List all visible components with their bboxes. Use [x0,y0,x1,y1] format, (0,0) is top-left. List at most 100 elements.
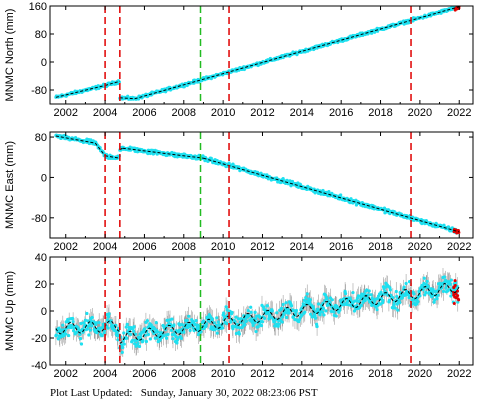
x-tick-label: 2014 [290,107,314,119]
data-point [424,290,428,295]
plot-area [54,257,461,365]
data-point [64,332,68,336]
data-point [275,311,279,315]
data-point [83,318,88,322]
data-point [169,328,174,333]
x-tick-label: 2002 [53,368,77,380]
data-point [277,322,281,326]
data-point [294,308,299,313]
data-point [100,334,104,338]
outlier-point [452,302,456,306]
data-point [330,298,334,302]
data-point [222,311,226,315]
data-point [142,327,147,331]
data-point [254,329,258,334]
data-point [129,332,133,336]
data-point [88,328,92,332]
data-point [195,323,200,327]
data-point [308,298,312,302]
data-point [284,315,289,320]
y-tick-label: 40 [35,252,47,264]
data-point [122,331,126,335]
panel-2: 2002 2004 2006 2008 2010 2012 2014 2016 2018 2020… [4,131,474,253]
data-point [272,320,276,324]
y-tick-label: -40 [31,360,47,372]
data-point [369,293,373,297]
data-point [215,158,219,163]
data-point [215,316,219,320]
data-point [154,321,158,325]
data-point [351,290,355,295]
data-point [339,193,343,197]
data-point [286,308,291,312]
x-tick-label: 2002 [53,107,77,119]
footer-label: Plot Last Updated: [50,387,133,399]
data-point [78,332,82,337]
data-point [175,341,179,345]
data-point [238,326,242,330]
data-point [85,327,89,331]
x-tick-label: 2022 [447,107,471,119]
x-tick-label: 2004 [93,241,117,253]
data-point [126,331,130,335]
data-point [249,305,253,309]
outlier-point [457,298,461,302]
data-point [363,298,367,303]
y-tick-label: 80 [35,29,47,41]
data-point [125,336,129,340]
data-point [371,297,375,301]
data-point [210,318,214,322]
footer-value: Sunday, January 30, 2022 08:23:06 PST [140,387,318,399]
data-point [71,316,75,321]
data-point [253,321,257,325]
data-point [225,308,229,312]
data-point [284,301,288,305]
data-point [387,298,391,302]
data-point [106,315,111,319]
data-point [107,312,111,316]
data-point [431,287,435,292]
data-point [79,321,83,326]
data-point [235,325,239,329]
data-point [137,344,142,349]
data-point [423,293,427,297]
data-point [426,284,430,289]
data-point [395,294,399,299]
data-point [359,303,363,307]
data-point [359,296,363,301]
data-point [320,310,325,314]
data-point [422,281,426,286]
data-point [394,289,398,294]
data-point [199,330,203,334]
data-point [57,326,61,330]
data-point [444,286,448,290]
x-tick-label: 2018 [368,241,392,253]
data-point [144,339,149,344]
data-point [71,320,75,324]
x-tick-label: 2012 [250,241,274,253]
data-point [180,322,184,327]
data-point [289,304,294,308]
data-point [321,306,326,311]
data-point [243,323,247,327]
outlier-point [455,289,459,293]
data-point [315,324,319,329]
data-point [412,292,416,296]
data-point [85,311,89,316]
data-point [82,321,86,325]
data-point [179,336,183,340]
y-tick-label: -80 [31,213,47,225]
data-point [300,313,304,317]
x-tick-label: 2014 [290,368,314,380]
data-point [365,288,369,292]
data-point [381,298,385,303]
data-point [256,325,260,329]
data-point [334,314,338,318]
data-point [61,323,65,327]
data-point [314,316,318,320]
data-point [391,295,395,300]
y-tick-label: 0 [41,172,47,184]
data-point [156,330,160,334]
x-tick-label: 2014 [290,241,314,253]
